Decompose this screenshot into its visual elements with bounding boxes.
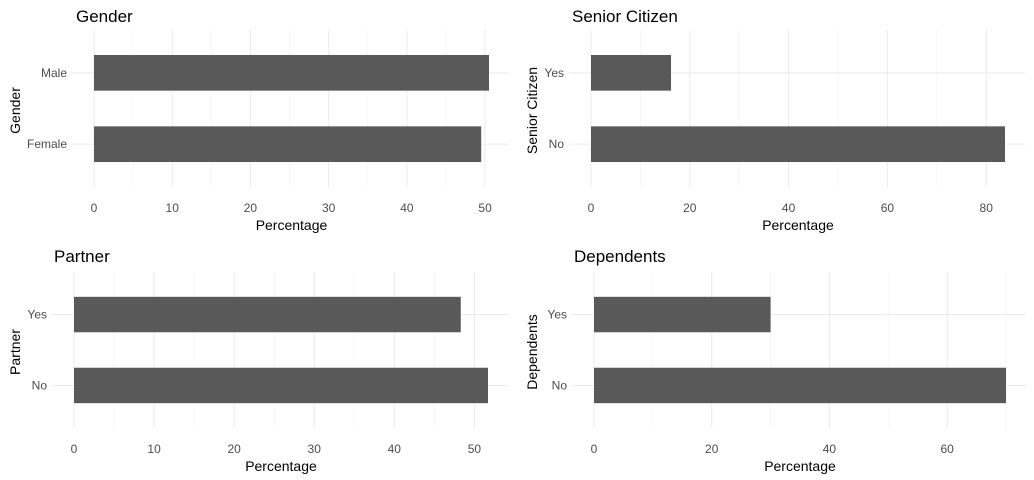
x-axis-title: Percentage: [245, 458, 317, 474]
panel-title: Dependents: [574, 247, 666, 266]
y-tick-label: Yes: [27, 308, 47, 322]
x-tick-label: 0: [71, 442, 78, 456]
x-tick-label: 50: [478, 201, 492, 215]
x-axis-title: Percentage: [256, 217, 328, 233]
x-tick-label: 30: [322, 201, 336, 215]
y-axis-title: Gender: [7, 87, 23, 134]
chart-panel-0: Female Male 0 10 20 30 40 50 Percentage Gender Gen…: [7, 7, 509, 233]
y-tick-label: No: [549, 137, 565, 151]
y-tick-label: No: [552, 378, 568, 392]
bar-male: [94, 54, 489, 91]
bar-yes: [74, 296, 461, 333]
x-tick-label: 0: [591, 442, 598, 456]
x-tick-label: 40: [400, 201, 414, 215]
bar-female: [94, 126, 482, 163]
x-tick-label: 80: [980, 201, 994, 215]
chart-panel-3: No Yes 0 20 40 60 Percentage Dependents Dependen…: [524, 247, 1026, 474]
x-tick-label: 20: [244, 201, 258, 215]
panel-title: Partner: [54, 247, 110, 266]
x-tick-label: 50: [468, 442, 482, 456]
bar-no: [74, 367, 488, 404]
x-tick-label: 20: [705, 442, 719, 456]
y-tick-label: Yes: [544, 66, 564, 80]
bar-no: [591, 126, 1005, 163]
chart-panel-1: No Yes 0 20 40 60 80 Percentage Senior Citizen Se…: [524, 7, 1025, 233]
x-tick-label: 60: [881, 201, 895, 215]
panel-title: Senior Citizen: [572, 7, 678, 26]
x-tick-label: 10: [147, 442, 161, 456]
y-tick-label: No: [32, 378, 48, 392]
x-tick-label: 40: [388, 442, 402, 456]
x-tick-label: 60: [940, 442, 954, 456]
x-axis-title: Percentage: [762, 217, 834, 233]
x-tick-label: 40: [823, 442, 837, 456]
chart-panel-2: No Yes 0 10 20 30 40 50 Percentage Partner Partner: [7, 247, 508, 474]
y-tick-label: Yes: [547, 308, 567, 322]
y-axis-title: Senior Citizen: [524, 67, 540, 154]
panel-title: Gender: [76, 7, 133, 26]
x-axis-title: Percentage: [764, 458, 836, 474]
x-tick-label: 10: [166, 201, 180, 215]
x-tick-label: 40: [782, 201, 796, 215]
x-tick-label: 0: [588, 201, 595, 215]
y-axis-title: Partner: [7, 329, 23, 375]
x-tick-label: 0: [91, 201, 98, 215]
x-tick-label: 20: [683, 201, 697, 215]
bar-no: [594, 367, 1006, 404]
y-tick-label: Female: [27, 137, 67, 151]
y-tick-label: Male: [41, 66, 67, 80]
x-tick-label: 20: [227, 442, 241, 456]
x-tick-label: 30: [308, 442, 322, 456]
y-axis-title: Dependents: [524, 314, 540, 390]
bar-yes: [594, 296, 771, 333]
bar-yes: [591, 54, 672, 91]
